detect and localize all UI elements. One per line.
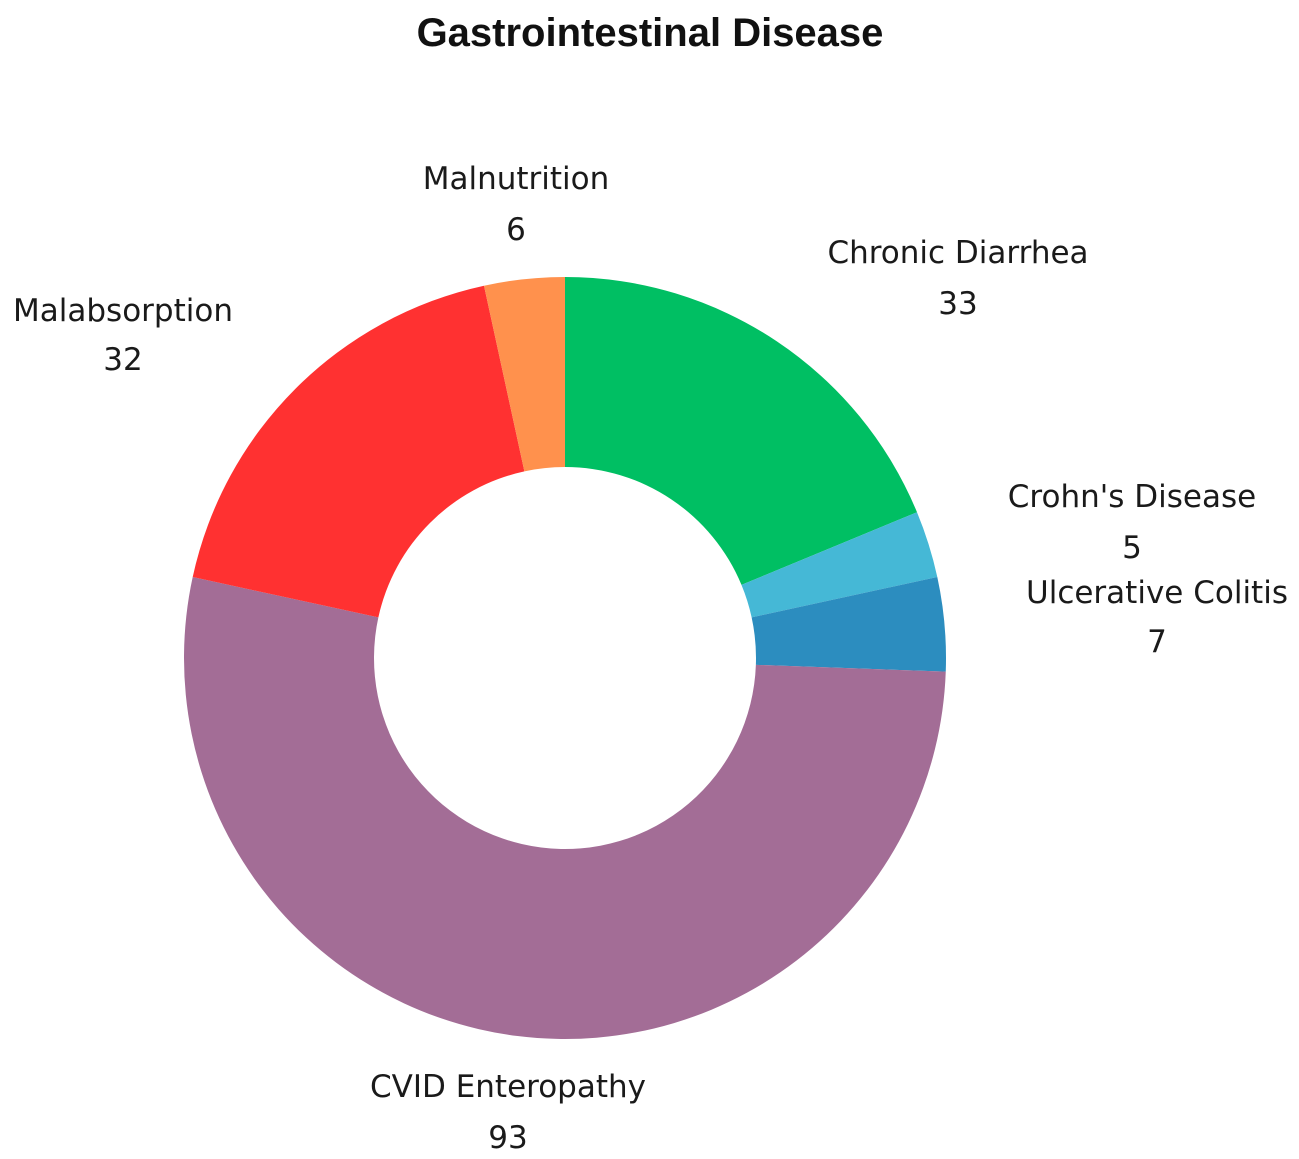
donut-slices [183,277,947,1040]
slice-malabsorption [192,285,525,618]
chart-title: Gastrointestinal Disease [417,11,884,55]
slice-label-cvid-enteropathy: CVID Enteropathy [370,1069,646,1105]
slice-cvid-enteropathy [183,577,946,1040]
slice-crohn-s-disease [741,512,938,618]
slice-ulcerative-colitis [751,577,947,672]
slice-value-ulcerative-colitis: 7 [1147,624,1167,660]
slice-value-cvid-enteropathy: 93 [488,1120,527,1156]
slice-label-ulcerative-colitis: Ulcerative Colitis [1026,575,1288,611]
slice-value-malnutrition: 6 [506,212,526,248]
slice-value-malabsorption: 32 [103,342,142,378]
slice-malnutrition [484,277,565,472]
slice-chronic-diarrhea [565,277,917,585]
slice-label-malnutrition: Malnutrition [423,161,610,197]
slice-label-malabsorption: Malabsorption [13,293,233,329]
slice-value-chronic-diarrhea: 33 [938,286,977,322]
slice-labels: Chronic Diarrhea 33 Crohn's Disease 5 Ulcera… [13,161,1288,1156]
slice-value-crohn-s-disease: 5 [1122,530,1142,566]
slice-label-crohn-s-disease: Crohn's Disease [1008,479,1256,515]
slice-label-chronic-diarrhea: Chronic Diarrhea [827,235,1088,271]
